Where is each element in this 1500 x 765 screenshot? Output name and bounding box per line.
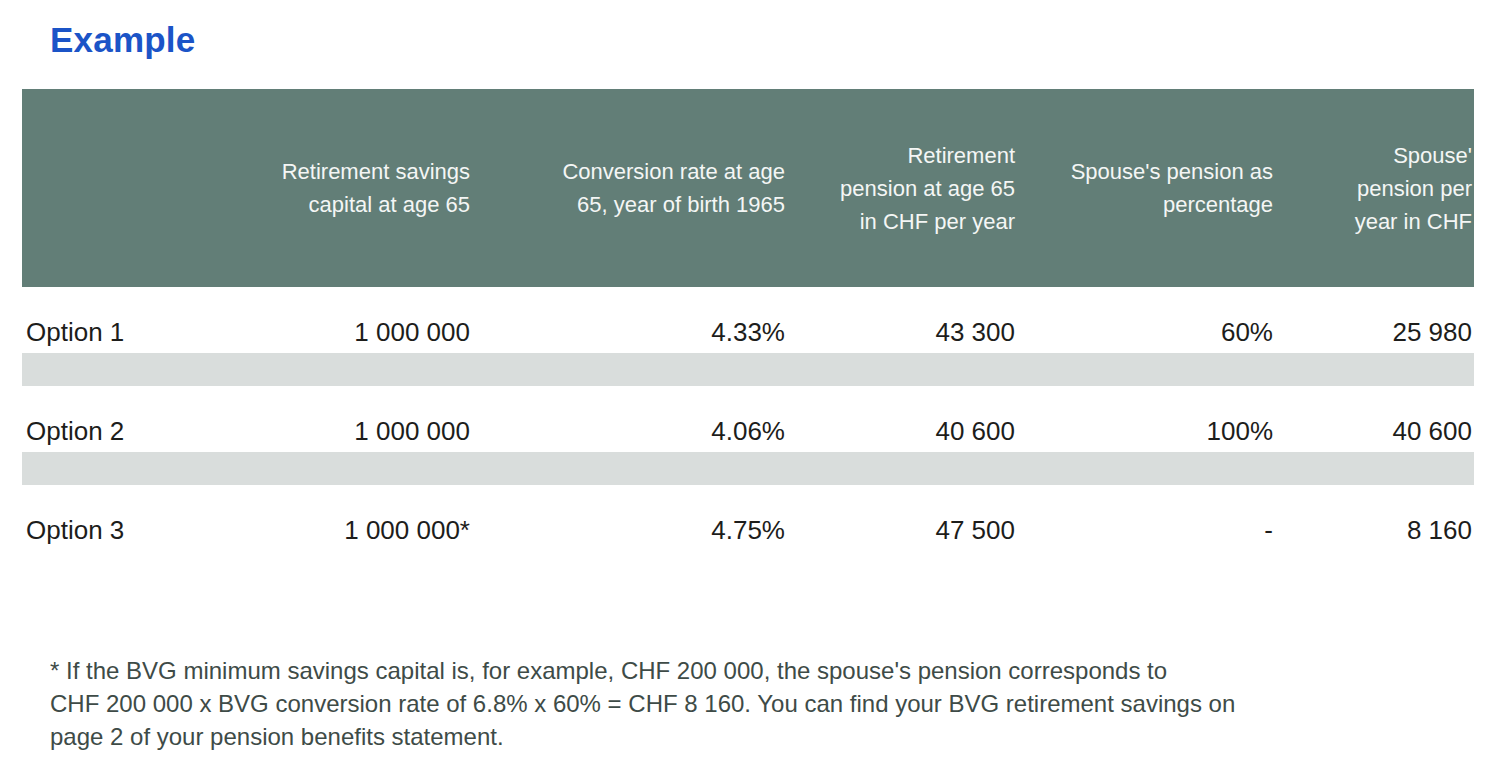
table-body: Option 11 000 0004.33%43 30060%25 980Opt… xyxy=(22,287,1474,551)
column-header-line: 65, year of birth 1965 xyxy=(577,188,785,221)
table-header-row: Retirement savingscapital at age 65Conve… xyxy=(22,89,1474,287)
row-stripe xyxy=(22,353,1474,386)
column-header-pension: Retirementpension at age 65in CHF per ye… xyxy=(787,89,1017,287)
column-header-conversion: Conversion rate at age65, year of birth … xyxy=(472,89,787,287)
table-row-1: Option 11 000 0004.33%43 30060%25 980 xyxy=(22,287,1474,353)
cell-spouse_pct: - xyxy=(1017,515,1275,551)
cell-option: Option 3 xyxy=(22,515,210,551)
column-header-spouse_pct: Spouse's pension aspercentage xyxy=(1017,89,1275,287)
cell-spouse_pct: 100% xyxy=(1017,416,1275,452)
column-header-line: in CHF per year xyxy=(860,205,1015,238)
cell-spouse_chf: 8 160 xyxy=(1275,515,1474,551)
cell-conversion: 4.33% xyxy=(472,317,787,353)
column-header-line: pension per xyxy=(1357,172,1472,205)
column-header-capital: Retirement savingscapital at age 65 xyxy=(210,89,472,287)
footnote-line-1: * If the BVG minimum savings capital is,… xyxy=(50,654,1235,687)
footnote-line-3: page 2 of your pension benefits statemen… xyxy=(50,720,1235,753)
column-header-option xyxy=(22,89,210,287)
column-header-line: Retirement savings xyxy=(282,155,470,188)
column-header-line: pension at age 65 xyxy=(840,172,1015,205)
footnote: * If the BVG minimum savings capital is,… xyxy=(50,654,1235,753)
page-title: Example xyxy=(50,20,195,60)
cell-option: Option 2 xyxy=(22,416,210,452)
cell-spouse_chf: 40 600 xyxy=(1275,416,1474,452)
cell-option: Option 1 xyxy=(22,317,210,353)
column-header-line: year in CHF xyxy=(1355,205,1472,238)
column-header-line: Spouse's pension as xyxy=(1071,155,1273,188)
column-header-line: percentage xyxy=(1163,188,1273,221)
cell-capital: 1 000 000* xyxy=(210,515,472,551)
row-stripe xyxy=(22,452,1474,485)
footnote-line-2: CHF 200 000 x BVG conversion rate of 6.8… xyxy=(50,687,1235,720)
cell-spouse_chf: 25 980 xyxy=(1275,317,1474,353)
cell-capital: 1 000 000 xyxy=(210,317,472,353)
column-header-spouse_chf: Spouse'pension peryear in CHF xyxy=(1275,89,1474,287)
table-row-2: Option 21 000 0004.06%40 600100%40 600 xyxy=(22,386,1474,452)
cell-conversion: 4.06% xyxy=(472,416,787,452)
example-table: Retirement savingscapital at age 65Conve… xyxy=(22,89,1474,551)
cell-pension: 47 500 xyxy=(787,515,1017,551)
table-row-3: Option 31 000 000*4.75%47 500-8 160 xyxy=(22,485,1474,551)
cell-conversion: 4.75% xyxy=(472,515,787,551)
cell-capital: 1 000 000 xyxy=(210,416,472,452)
column-header-line: Conversion rate at age xyxy=(562,155,785,188)
page: Example Retirement savingscapital at age… xyxy=(0,0,1500,765)
cell-pension: 43 300 xyxy=(787,317,1017,353)
column-header-line: Spouse' xyxy=(1393,139,1472,172)
column-header-line: Retirement xyxy=(907,139,1015,172)
cell-pension: 40 600 xyxy=(787,416,1017,452)
column-header-line: capital at age 65 xyxy=(309,188,470,221)
cell-spouse_pct: 60% xyxy=(1017,317,1275,353)
